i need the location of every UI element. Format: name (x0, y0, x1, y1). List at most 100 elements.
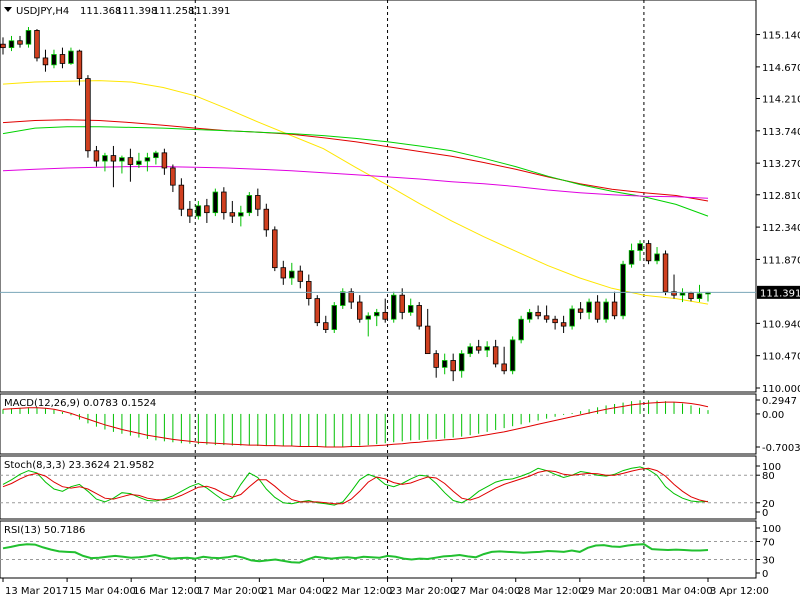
candle[interactable] (603, 298, 609, 323)
candle[interactable] (331, 302, 338, 333)
candle[interactable] (433, 350, 439, 378)
candle[interactable] (255, 188, 261, 217)
candle[interactable] (382, 298, 388, 323)
candle[interactable] (212, 188, 219, 217)
candle[interactable] (628, 243, 635, 268)
candle[interactable] (569, 305, 575, 330)
candle[interactable] (17, 35, 23, 48)
candle[interactable] (637, 240, 643, 261)
candle-body (509, 339, 516, 372)
candle[interactable] (204, 198, 210, 223)
candle[interactable] (102, 152, 108, 172)
candle[interactable] (526, 308, 533, 323)
candle[interactable] (161, 148, 168, 175)
candle[interactable] (153, 150, 159, 165)
candle[interactable] (8, 35, 15, 52)
candle[interactable] (314, 295, 321, 327)
macd-panel[interactable]: 0.2947 0.00 -0.7003 MACD(12,26,9) 0.0783 0… (0, 393, 800, 455)
candle[interactable] (59, 47, 66, 69)
candle[interactable] (577, 302, 584, 320)
chart-menu-icon[interactable] (4, 7, 12, 12)
candle[interactable] (560, 315, 567, 333)
candle-body (0, 43, 6, 49)
candle[interactable] (187, 200, 193, 223)
candle[interactable] (51, 49, 57, 69)
candle[interactable] (645, 240, 652, 265)
candle[interactable] (68, 47, 74, 65)
candle[interactable] (399, 288, 405, 320)
candles[interactable] (0, 27, 711, 382)
candle[interactable] (323, 315, 329, 333)
candle[interactable] (373, 308, 380, 327)
candle-body (212, 191, 219, 214)
candle[interactable] (195, 200, 202, 220)
candle[interactable] (492, 339, 499, 368)
candle[interactable] (306, 274, 312, 306)
candle[interactable] (458, 350, 465, 378)
candle[interactable] (263, 203, 270, 237)
moving-average-line (2, 119, 709, 202)
candle[interactable] (654, 247, 660, 265)
candle[interactable] (424, 308, 431, 355)
candle[interactable] (484, 341, 490, 358)
candle[interactable] (127, 148, 134, 182)
candle[interactable] (170, 164, 176, 193)
candle[interactable] (552, 315, 558, 330)
price-panel[interactable]: 115.140 114.670 114.210 113.740 113.270 112.8… (0, 0, 800, 578)
candle[interactable] (297, 265, 304, 289)
candle[interactable] (509, 336, 516, 375)
candle[interactable] (594, 295, 601, 323)
candle-body (8, 40, 15, 49)
candle[interactable] (238, 205, 244, 227)
candle-body (119, 157, 125, 162)
candle[interactable] (178, 178, 185, 217)
candle[interactable] (390, 291, 397, 323)
candle[interactable] (340, 288, 346, 309)
candle[interactable] (246, 192, 253, 217)
candle[interactable] (611, 291, 618, 320)
candle[interactable] (34, 29, 40, 62)
candle[interactable] (662, 250, 669, 296)
candle[interactable] (416, 302, 422, 330)
candle[interactable] (467, 343, 473, 358)
candle[interactable] (688, 291, 694, 302)
candle[interactable] (272, 226, 278, 272)
price-panel-frame (0, 0, 757, 393)
candle[interactable] (696, 284, 703, 303)
candle[interactable] (518, 315, 524, 344)
candle[interactable] (450, 353, 456, 382)
candle[interactable] (110, 145, 117, 188)
candle[interactable] (93, 145, 100, 167)
candle[interactable] (221, 187, 227, 220)
candle[interactable] (0, 37, 6, 55)
candle-body (51, 54, 57, 66)
candle[interactable] (85, 75, 91, 158)
candle[interactable] (289, 262, 295, 285)
candle[interactable] (543, 305, 550, 323)
candle[interactable] (475, 339, 482, 354)
candle[interactable] (441, 353, 448, 375)
candle[interactable] (119, 155, 125, 174)
candle[interactable] (679, 288, 686, 303)
candle[interactable] (348, 288, 354, 309)
candle[interactable] (671, 274, 677, 299)
candle[interactable] (144, 152, 151, 172)
candle[interactable] (42, 49, 49, 72)
candle[interactable] (357, 295, 363, 323)
candle[interactable] (586, 298, 592, 320)
candle[interactable] (25, 27, 32, 48)
candle[interactable] (501, 346, 507, 375)
candle[interactable] (229, 200, 236, 223)
candle[interactable] (407, 298, 414, 316)
candle[interactable] (365, 312, 371, 337)
candle[interactable] (280, 260, 287, 285)
candle[interactable] (620, 260, 626, 320)
candle-body (323, 322, 329, 330)
candle[interactable] (136, 152, 142, 168)
candle-body (153, 152, 159, 159)
candle[interactable] (535, 305, 541, 320)
candle[interactable] (76, 49, 83, 86)
